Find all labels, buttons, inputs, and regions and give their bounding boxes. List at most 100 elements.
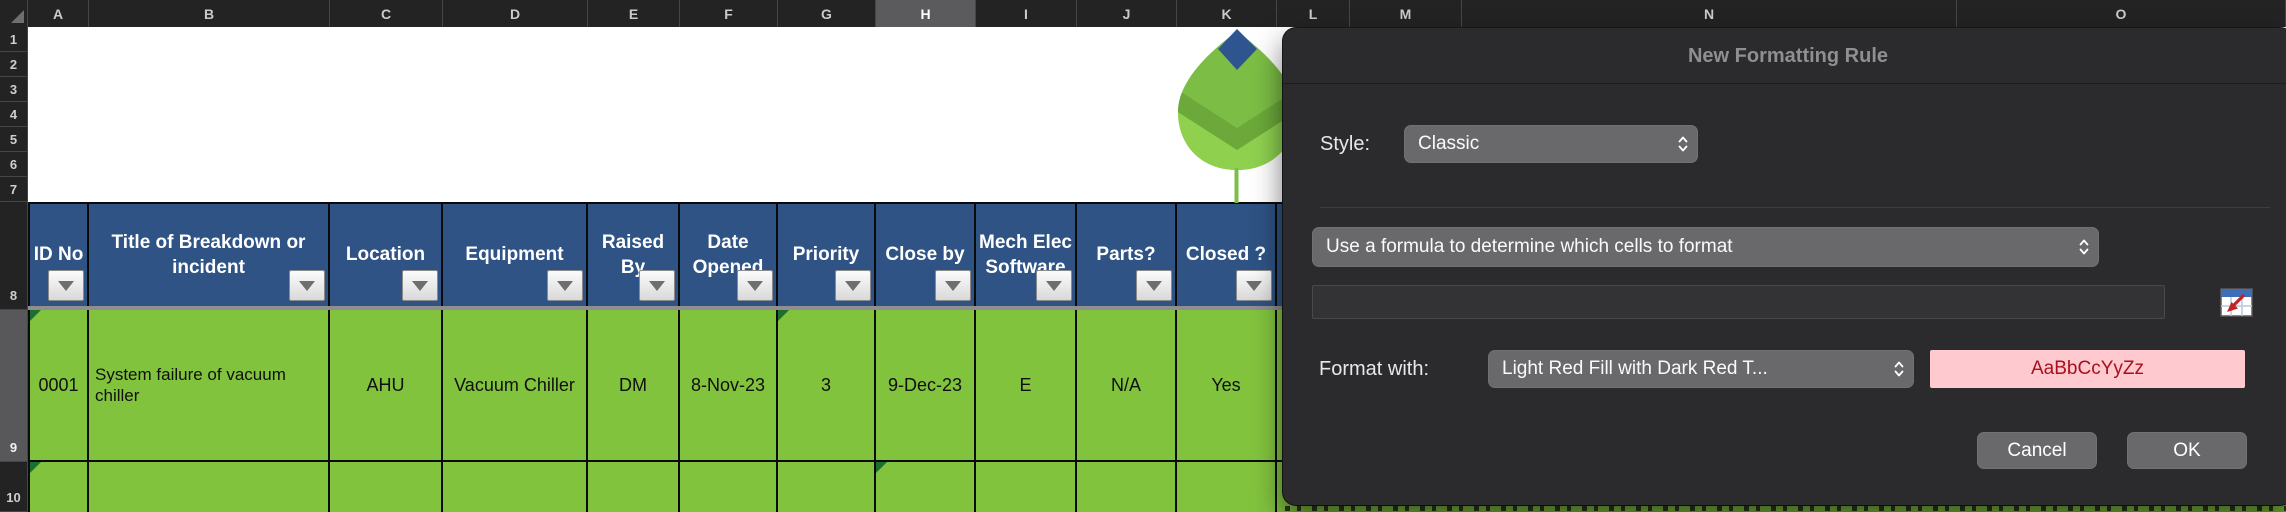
filter-dropdown-button[interactable] bbox=[737, 270, 773, 301]
filter-dropdown-button[interactable] bbox=[547, 270, 583, 301]
row-header-6[interactable]: 6 bbox=[0, 152, 28, 177]
cell-J9[interactable]: N/A bbox=[1077, 310, 1177, 462]
col-header-D[interactable]: D bbox=[443, 0, 588, 27]
cell-C10[interactable] bbox=[330, 462, 443, 512]
range-selector-grid-icon bbox=[2220, 288, 2253, 317]
filter-triangle-icon bbox=[1046, 280, 1062, 291]
col-header-C[interactable]: C bbox=[330, 0, 443, 27]
filter-dropdown-button[interactable] bbox=[48, 270, 84, 301]
cell-K9[interactable]: Yes bbox=[1177, 310, 1277, 462]
cell-D10[interactable] bbox=[443, 462, 588, 512]
select-all-corner[interactable] bbox=[0, 0, 28, 27]
formula-input[interactable] bbox=[1312, 285, 2165, 319]
header-cell-close-by[interactable]: Close by bbox=[876, 202, 976, 306]
col-header-O[interactable]: O bbox=[1957, 0, 2286, 27]
frozen-row-divider bbox=[28, 306, 1292, 310]
col-header-E[interactable]: E bbox=[588, 0, 680, 27]
cell-G9[interactable]: 3 bbox=[778, 310, 876, 462]
row-header-4[interactable]: 4 bbox=[0, 102, 28, 127]
cell-F9[interactable]: 8-Nov-23 bbox=[680, 310, 778, 462]
col-header-B[interactable]: B bbox=[89, 0, 330, 27]
header-cell-title[interactable]: Title of Breakdown or incident bbox=[89, 202, 330, 306]
cell-G10[interactable] bbox=[778, 462, 876, 512]
filter-dropdown-button[interactable] bbox=[935, 270, 971, 301]
rule-type-value: Use a formula to determine which cells t… bbox=[1326, 236, 1733, 257]
format-with-label: Format with: bbox=[1319, 358, 1430, 380]
filter-triangle-icon bbox=[747, 280, 763, 291]
cell-D9[interactable]: Vacuum Chiller bbox=[443, 310, 588, 462]
header-cell-parts[interactable]: Parts? bbox=[1077, 202, 1177, 306]
cell-E9[interactable]: DM bbox=[588, 310, 680, 462]
format-select[interactable]: Light Red Fill with Dark Red T... bbox=[1488, 350, 1914, 388]
col-header-F[interactable]: F bbox=[680, 0, 778, 27]
cell-F10[interactable] bbox=[680, 462, 778, 512]
col-header-M[interactable]: M bbox=[1350, 0, 1462, 27]
cell-value: E bbox=[1019, 374, 1032, 395]
filter-triangle-icon bbox=[557, 280, 573, 291]
header-cell-id-no[interactable]: ID No bbox=[28, 202, 89, 306]
dialog-separator bbox=[1320, 207, 2270, 208]
header-cell-mech-elec-software[interactable]: Mech Elec Software bbox=[976, 202, 1077, 306]
up-down-chevrons-icon bbox=[2078, 237, 2090, 257]
new-formatting-rule-dialog: New Formatting Rule Style: Classic Use a… bbox=[1283, 28, 2286, 505]
filter-dropdown-button[interactable] bbox=[1136, 270, 1172, 301]
cancel-button[interactable]: Cancel bbox=[1977, 432, 2097, 469]
header-cell-priority[interactable]: Priority bbox=[778, 202, 876, 306]
header-cell-closed[interactable]: Closed ? bbox=[1177, 202, 1277, 306]
col-header-A[interactable]: A bbox=[28, 0, 89, 27]
filter-triangle-icon bbox=[412, 280, 428, 291]
ok-button[interactable]: OK bbox=[2127, 432, 2247, 469]
row-header-5[interactable]: 5 bbox=[0, 127, 28, 152]
header-label: Location bbox=[345, 244, 426, 266]
col-header-N[interactable]: N bbox=[1462, 0, 1957, 27]
cell-H9[interactable]: 9-Dec-23 bbox=[876, 310, 976, 462]
row-header-2[interactable]: 2 bbox=[0, 52, 28, 77]
cell-E10[interactable] bbox=[588, 462, 680, 512]
cell-A10[interactable] bbox=[28, 462, 89, 512]
filter-dropdown-button[interactable] bbox=[1236, 270, 1272, 301]
rule-type-select[interactable]: Use a formula to determine which cells t… bbox=[1312, 227, 2099, 267]
filter-dropdown-button[interactable] bbox=[402, 270, 438, 301]
dialog-title: New Formatting Rule bbox=[1687, 45, 1888, 67]
cell-J10[interactable] bbox=[1077, 462, 1177, 512]
cell-C9[interactable]: AHU bbox=[330, 310, 443, 462]
col-header-I[interactable]: I bbox=[976, 0, 1077, 27]
up-down-chevrons-icon bbox=[1677, 134, 1689, 154]
col-header-L[interactable]: L bbox=[1277, 0, 1350, 27]
dialog-titlebar[interactable]: New Formatting Rule bbox=[1283, 28, 2286, 84]
style-select[interactable]: Classic bbox=[1404, 125, 1698, 163]
header-cell-equipment[interactable]: Equipment bbox=[443, 202, 588, 306]
range-selector-button[interactable] bbox=[2219, 287, 2257, 318]
filter-dropdown-button[interactable] bbox=[289, 270, 325, 301]
filter-dropdown-button[interactable] bbox=[639, 270, 675, 301]
cell-I10[interactable] bbox=[976, 462, 1077, 512]
col-header-J[interactable]: J bbox=[1077, 0, 1177, 27]
cell-H10[interactable] bbox=[876, 462, 976, 512]
cell-B9[interactable]: System failure of vacuum chiller bbox=[89, 310, 330, 462]
row-header-10[interactable]: 10 bbox=[0, 462, 28, 512]
col-header-K[interactable]: K bbox=[1177, 0, 1277, 27]
header-label: Equipment bbox=[465, 244, 564, 266]
cell-K10[interactable] bbox=[1177, 462, 1277, 512]
cell-I9[interactable]: E bbox=[976, 310, 1077, 462]
cell-value: Vacuum Chiller bbox=[454, 374, 575, 395]
col-header-H-selected[interactable]: H bbox=[876, 0, 976, 27]
cell-A9[interactable]: 0001 bbox=[28, 310, 89, 462]
filter-dropdown-button[interactable] bbox=[835, 270, 871, 301]
header-cell-raised-by[interactable]: Raised By bbox=[588, 202, 680, 306]
col-header-G[interactable]: G bbox=[778, 0, 876, 27]
header-cell-location[interactable]: Location bbox=[330, 202, 443, 306]
row-header-3[interactable]: 3 bbox=[0, 77, 28, 102]
row-header-8[interactable]: 8 bbox=[0, 202, 28, 310]
cell-B10[interactable] bbox=[89, 462, 330, 512]
filter-triangle-icon bbox=[845, 280, 861, 291]
filter-dropdown-button[interactable] bbox=[1036, 270, 1072, 301]
format-preview-swatch: AaBbCcYyZz bbox=[1930, 350, 2245, 388]
row-header-9-selected[interactable]: 9 bbox=[0, 310, 28, 462]
header-cell-date-opened[interactable]: Date Opened bbox=[680, 202, 778, 306]
row-header-1[interactable]: 1 bbox=[0, 27, 28, 52]
row-header-7[interactable]: 7 bbox=[0, 177, 28, 202]
cell-value: Yes bbox=[1211, 374, 1241, 395]
filter-triangle-icon bbox=[649, 280, 665, 291]
